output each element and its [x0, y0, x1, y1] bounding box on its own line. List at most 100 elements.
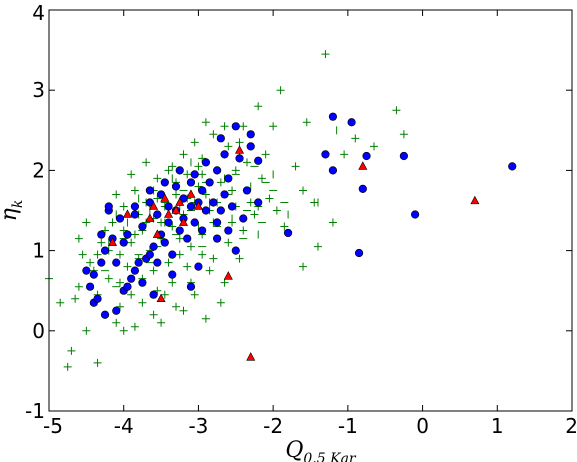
x-tick-label: 1	[491, 414, 504, 438]
data-point-triangle	[160, 193, 170, 202]
data-point-circle	[216, 206, 225, 215]
data-point-plus	[265, 194, 274, 203]
data-point-triangle	[470, 195, 480, 205]
data-point-triangle	[156, 293, 166, 303]
data-point-circle	[254, 198, 263, 207]
data-point-circle	[283, 228, 293, 238]
data-point-plus	[183, 170, 192, 179]
data-point-plus	[149, 266, 158, 275]
data-point-plus	[291, 162, 300, 171]
data-point-triangle	[223, 271, 233, 280]
data-point-circle	[85, 282, 95, 291]
data-point-plus	[310, 198, 319, 207]
data-point-plus	[209, 130, 218, 139]
data-point-circle	[149, 290, 158, 299]
data-point-circle	[328, 112, 338, 121]
data-point-circle	[198, 226, 207, 235]
data-point-plus	[205, 266, 214, 275]
data-point-circle	[97, 258, 106, 267]
data-point-circle	[138, 222, 147, 231]
data-point-circle	[186, 282, 196, 291]
x-tick-label: -5	[43, 414, 63, 438]
data-point-circle	[168, 250, 177, 259]
data-point-plus	[130, 322, 139, 331]
data-point-plus	[201, 118, 210, 127]
data-point-plus	[370, 142, 379, 151]
data-point-circle	[358, 184, 367, 193]
data-point-plus	[280, 222, 289, 231]
data-point-plus	[272, 206, 281, 215]
data-point-plus	[328, 218, 337, 227]
data-point-triangle	[246, 352, 256, 361]
data-point-circle	[231, 122, 240, 131]
data-point-plus	[74, 282, 83, 291]
data-point-circle	[97, 230, 106, 239]
data-point-circle	[354, 248, 364, 258]
data-point-plus	[261, 150, 270, 159]
data-point-circle	[93, 294, 102, 303]
data-point-plus	[179, 150, 188, 159]
data-point-circle	[115, 214, 125, 223]
data-point-circle	[164, 202, 173, 211]
data-point-plus	[119, 202, 128, 211]
data-point-plus	[168, 162, 177, 171]
data-point-circle	[246, 142, 255, 151]
data-point-plus	[399, 130, 408, 139]
data-point-circle	[198, 186, 207, 195]
data-point-circle	[213, 166, 222, 175]
y-axis-label-sub: k	[10, 200, 26, 208]
data-point-circle	[145, 186, 154, 195]
data-point-circle	[153, 210, 162, 219]
data-point-circle	[220, 190, 229, 199]
data-point-circle	[347, 118, 356, 127]
data-point-plus	[299, 186, 308, 195]
data-point-plus	[67, 346, 76, 355]
x-tick-label: 2	[565, 414, 577, 438]
data-point-plus	[299, 262, 308, 271]
data-point-plus	[97, 238, 106, 247]
data-point-circle	[130, 210, 140, 219]
x-tick-label: -1	[338, 414, 358, 438]
data-point-circle	[362, 151, 371, 161]
data-point-triangle	[122, 209, 132, 218]
data-point-plus	[351, 134, 360, 143]
data-point-circle	[201, 206, 210, 215]
data-point-plus	[153, 174, 162, 183]
data-point-triangle	[186, 189, 196, 198]
data-point-triangle	[164, 209, 174, 218]
data-point-plus	[112, 318, 121, 327]
data-point-plus	[157, 218, 166, 227]
data-point-plus	[175, 250, 184, 259]
data-point-plus	[209, 254, 218, 263]
data-point-triangle	[235, 145, 245, 154]
data-point-plus	[183, 262, 192, 271]
data-point-circle	[411, 210, 420, 219]
data-point-triangle	[175, 197, 185, 206]
data-point-plus	[340, 150, 349, 159]
data-point-triangle	[152, 229, 162, 238]
data-point-plus	[115, 250, 124, 259]
data-point-circle	[100, 246, 110, 255]
y-tick-label: 4	[32, 1, 45, 25]
data-point-plus	[198, 170, 207, 179]
data-point-circle	[138, 278, 147, 287]
data-point-plus	[127, 238, 136, 247]
data-point-circle	[134, 258, 143, 267]
data-point-plus	[235, 254, 244, 263]
data-point-plus	[112, 190, 121, 199]
data-point-circle	[127, 274, 136, 283]
data-point-circle	[149, 242, 158, 251]
data-point-circle	[209, 198, 218, 207]
data-point-plus	[216, 298, 225, 307]
data-point-plus	[115, 278, 124, 287]
x-axis-label-sub: 0.5 Kar	[303, 451, 357, 462]
data-point-circle	[190, 170, 199, 179]
data-point-plus	[220, 122, 229, 131]
data-point-circle	[175, 226, 184, 235]
data-point-plus	[93, 250, 102, 259]
data-point-plus	[82, 218, 91, 227]
data-point-circle	[171, 182, 181, 191]
data-point-circle	[168, 270, 177, 279]
data-point-circle	[112, 306, 121, 315]
data-point-circle	[112, 258, 121, 267]
